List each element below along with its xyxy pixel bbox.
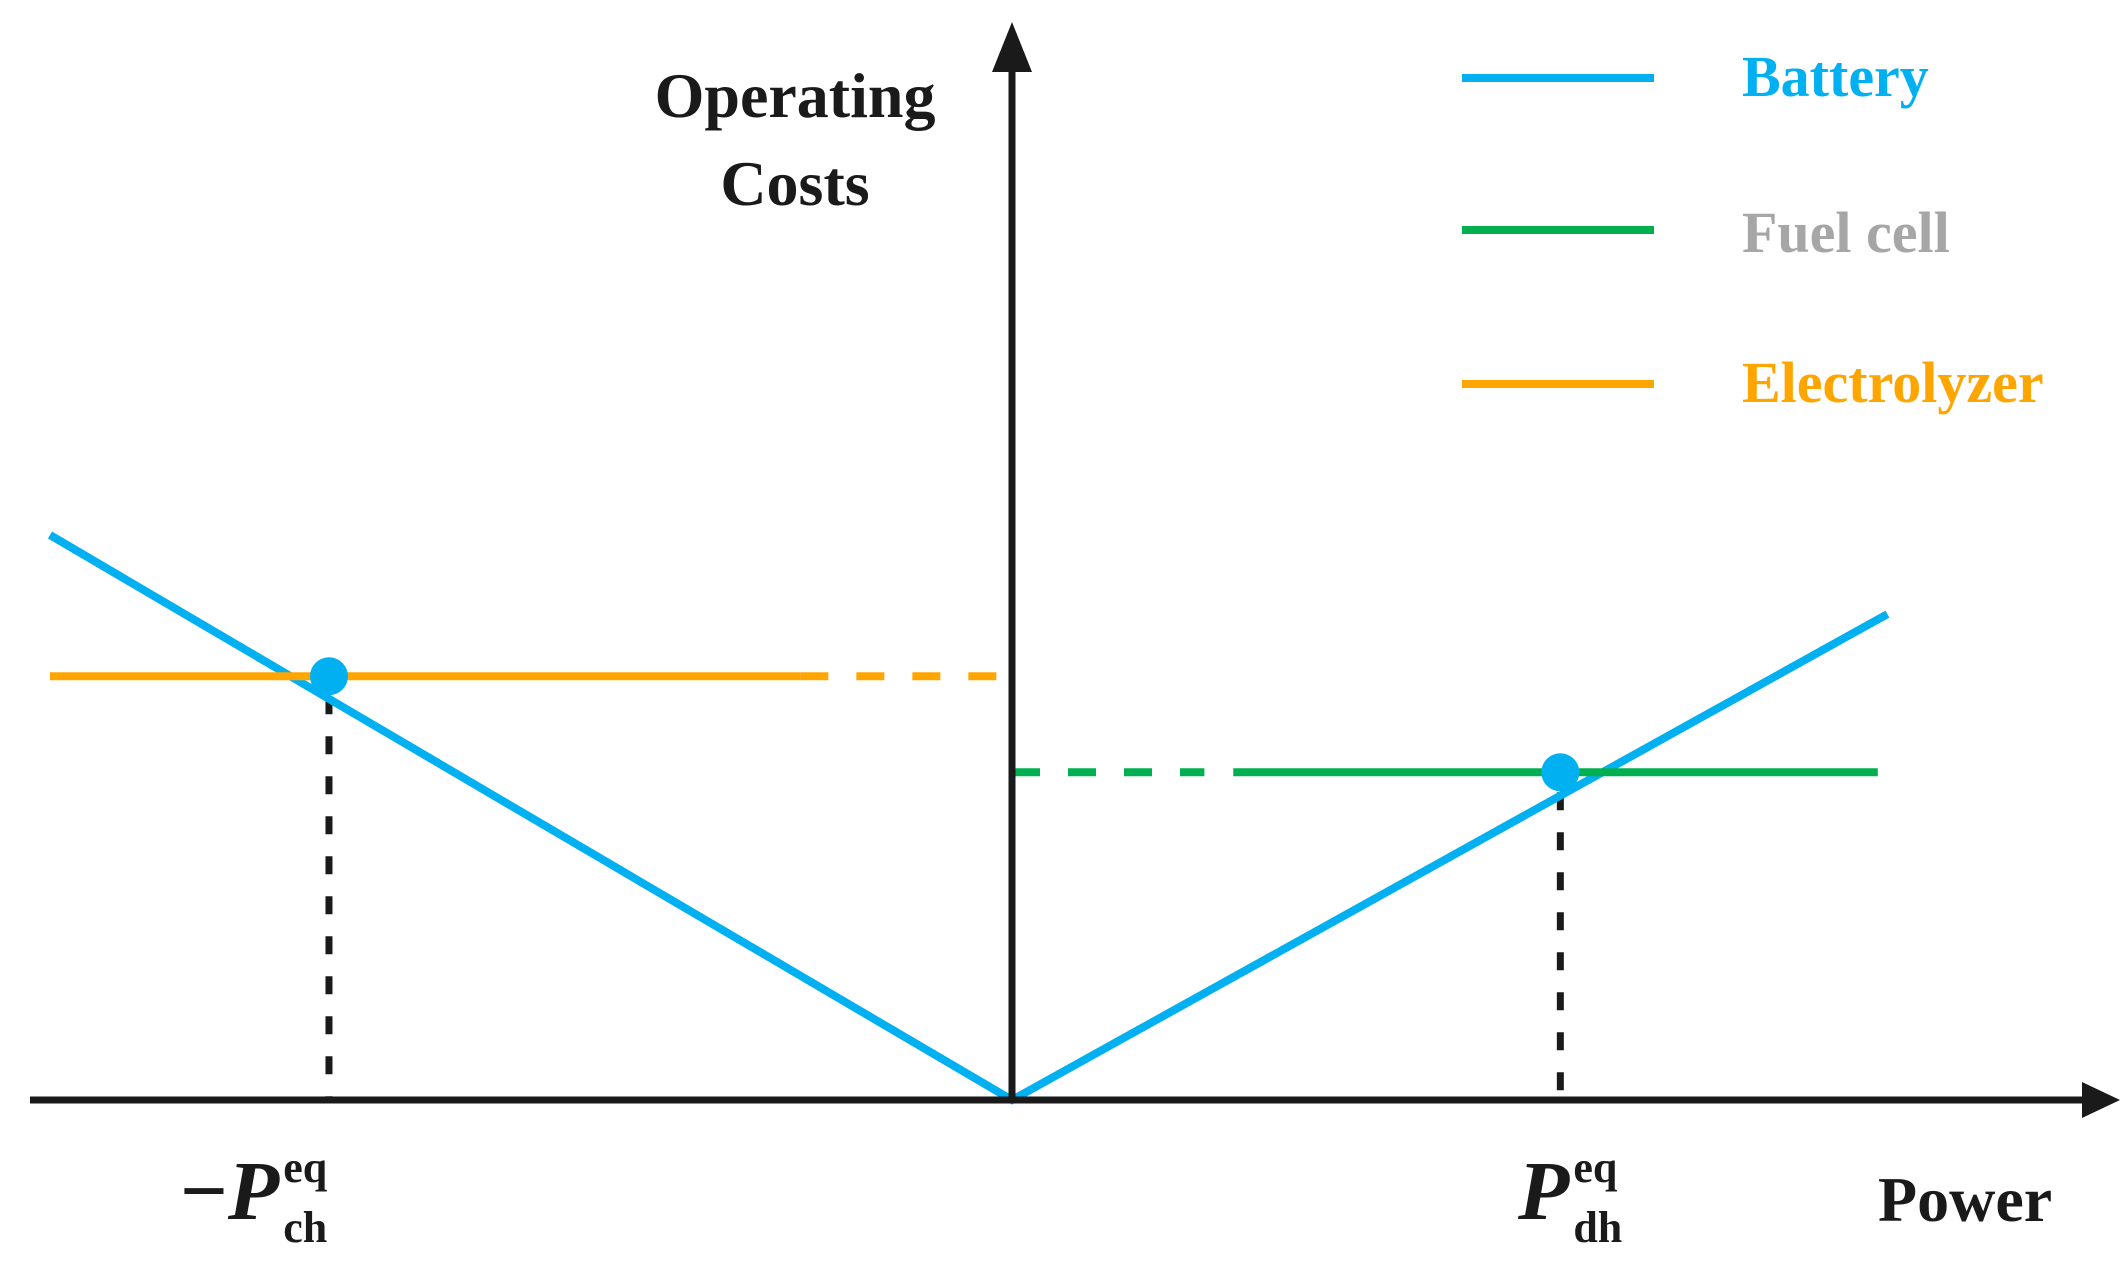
plot-layer (47, 531, 1890, 1105)
tick-superscript: eq (283, 1143, 328, 1192)
tick-symbol: P (1518, 1145, 1570, 1238)
tick-symbol: P (227, 1145, 280, 1238)
tick-subscript: ch (283, 1203, 328, 1252)
y-axis-title: Operating Costs (630, 52, 960, 228)
legend-label-battery: Battery (1742, 44, 1929, 109)
intersection-point-1 (1541, 753, 1580, 792)
x-tick-label-p-ch: −P eq ch (180, 1146, 339, 1250)
axes-layer (30, 22, 2120, 1118)
tick-superscript: eq (1573, 1143, 1618, 1192)
y-axis-arrowhead (992, 22, 1032, 72)
x-axis-title: Power (1878, 1164, 2053, 1235)
intersection-point-0 (309, 657, 348, 696)
y-axis-title-line-1: Operating (654, 60, 936, 131)
legend-label-fuel-cell: Fuel cell (1742, 200, 1950, 265)
y-axis-title-line-2: Costs (720, 148, 870, 219)
tick-prefix: − (180, 1145, 228, 1238)
x-axis-arrowhead (2082, 1082, 2120, 1118)
legend-label-electrolyzer: Electrolyzer (1742, 350, 2044, 415)
tick-subscript: dh (1573, 1203, 1623, 1252)
legend (1462, 74, 1654, 388)
